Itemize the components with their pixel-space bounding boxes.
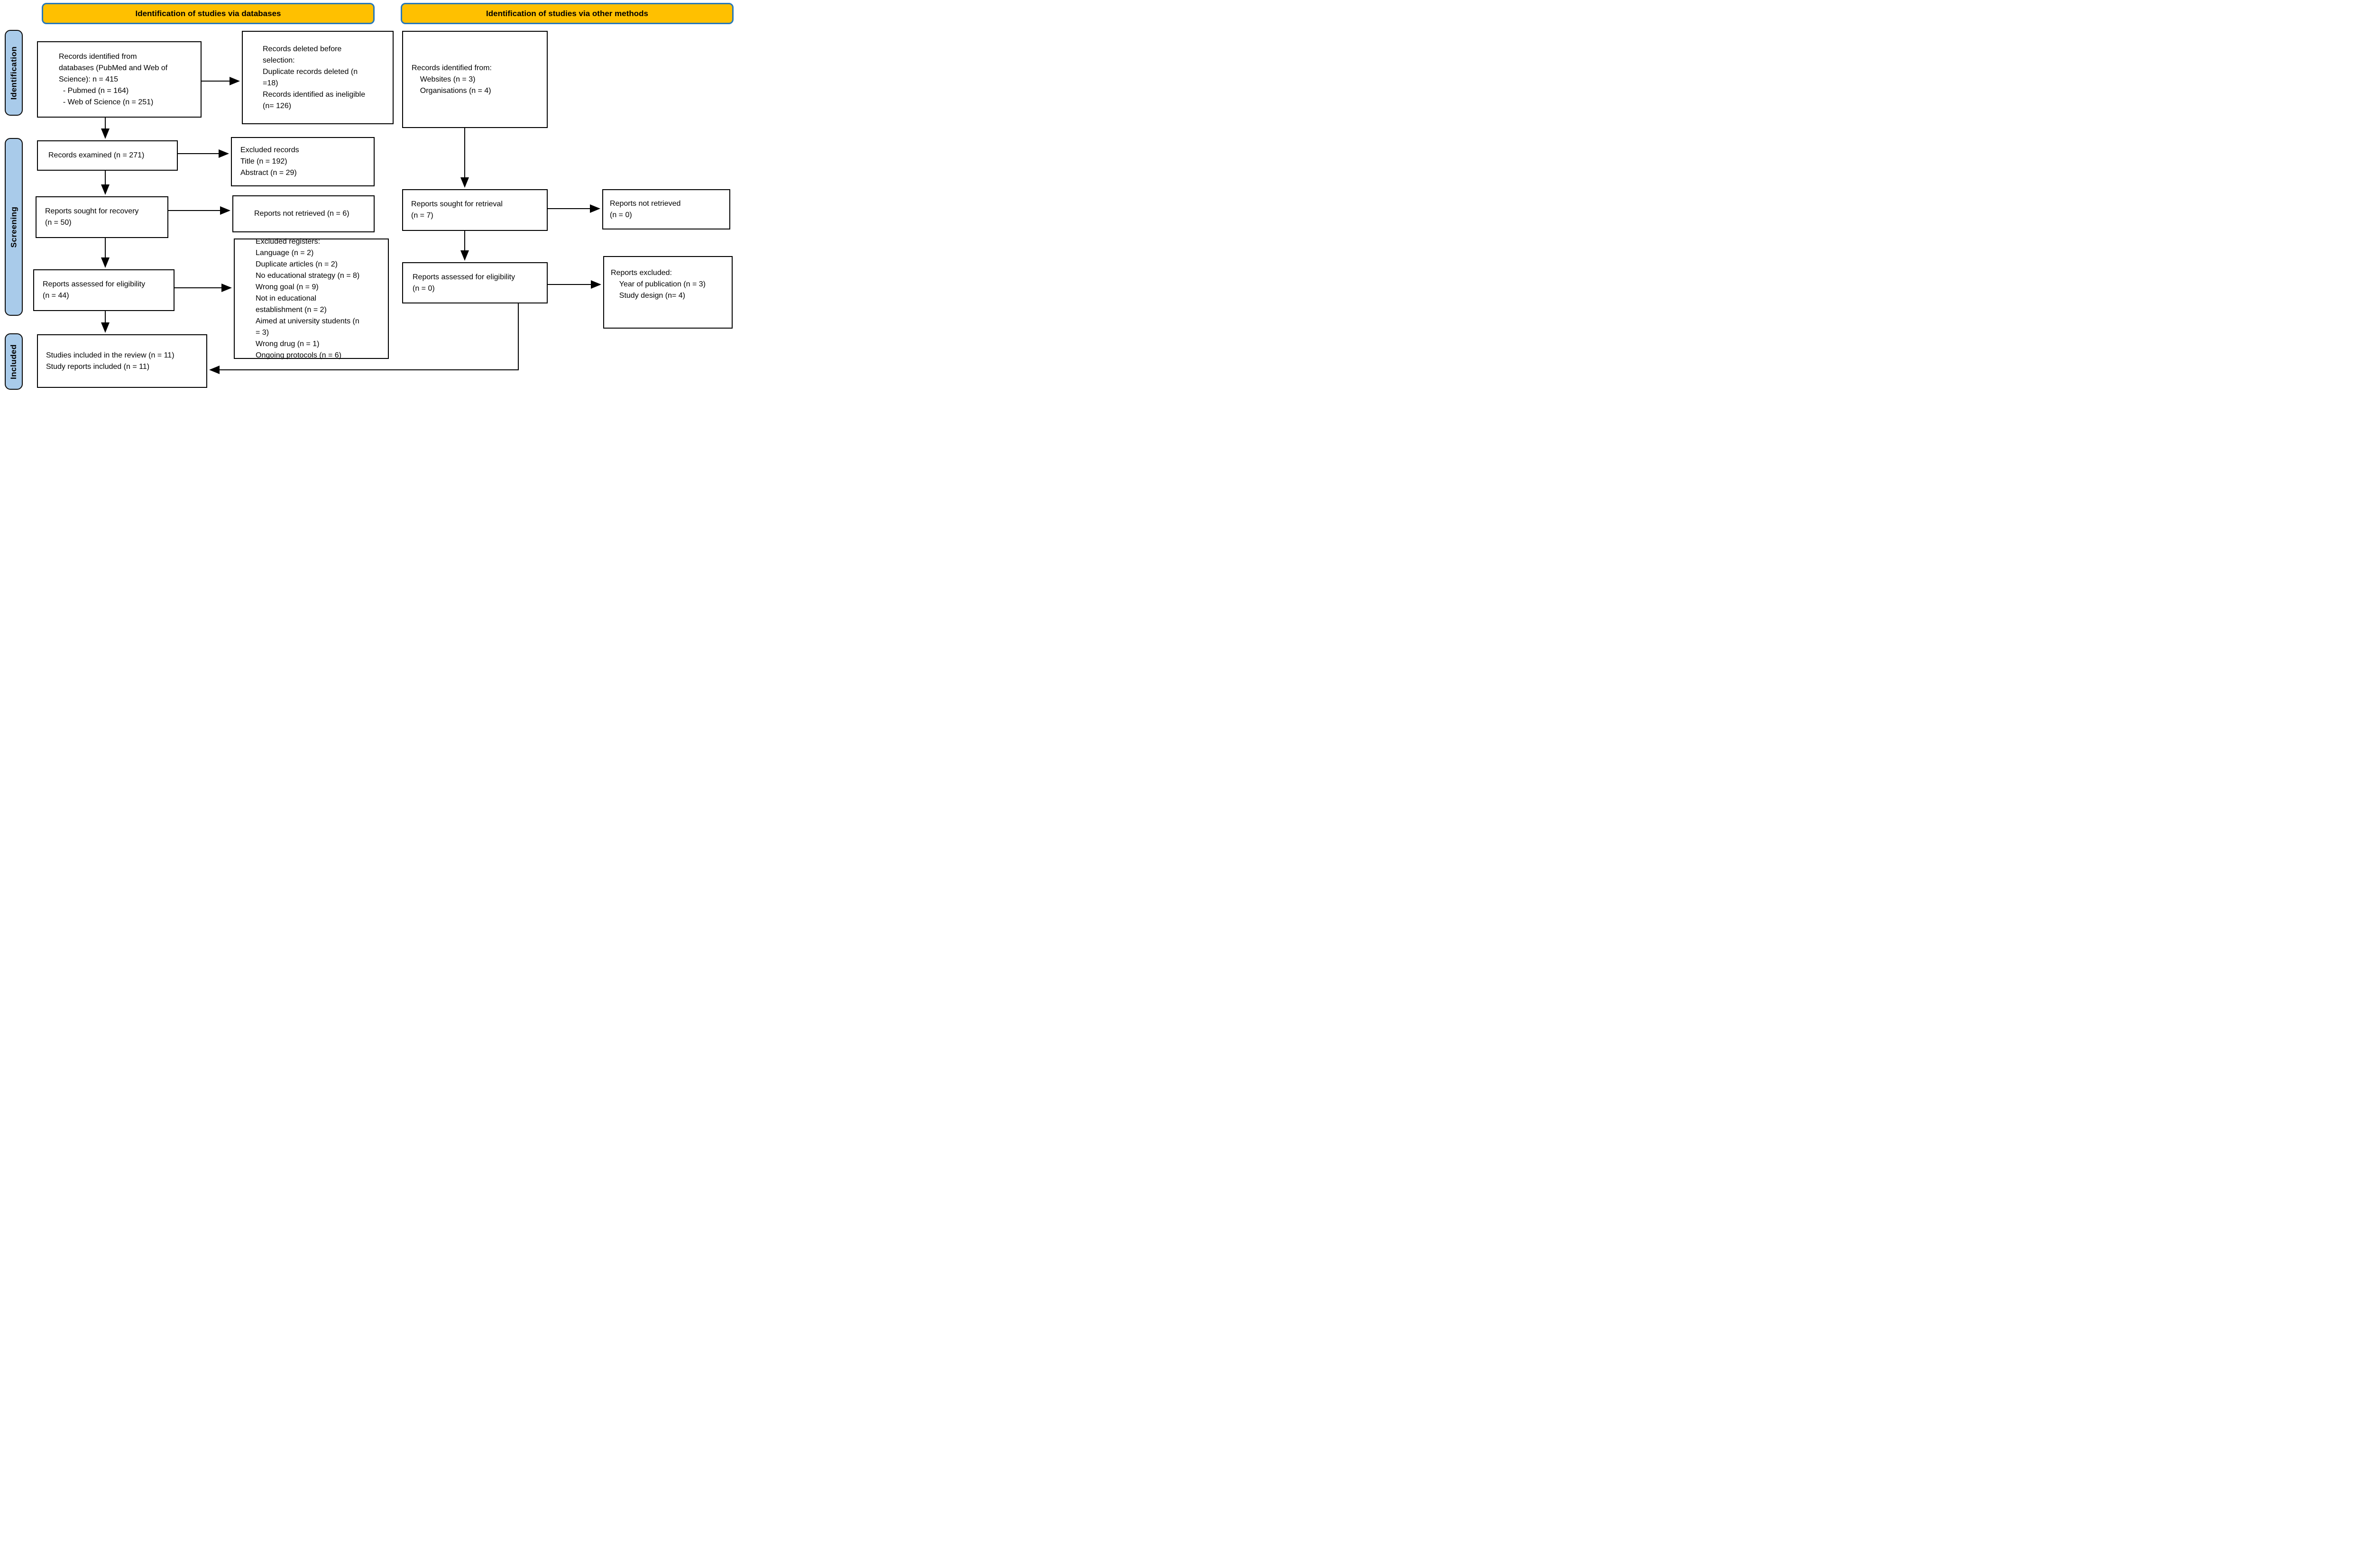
- box-records-deleted-text: Records deleted before selection: Duplic…: [263, 45, 366, 110]
- stage-screening-label: Screening: [9, 206, 18, 248]
- box-reports-not-retrieved-other-text: Reports not retrieved (n = 0): [610, 199, 681, 219]
- stage-included: Included: [5, 333, 23, 390]
- box-reports-excluded-text: Reports excluded: Year of publication (n…: [611, 269, 706, 300]
- box-records-deleted-before-selection: Records deleted before selection: Duplic…: [242, 31, 394, 124]
- box-records-examined-text: Records examined (n = 271): [48, 151, 145, 159]
- header-identification-via-databases: Identification of studies via databases: [42, 3, 375, 24]
- box-reports-sought-retrieval: Reports sought for retrieval (n = 7): [402, 189, 548, 231]
- stage-included-label: Included: [9, 344, 18, 379]
- box-reports-not-retrieved-other: Reports not retrieved (n = 0): [602, 189, 730, 229]
- header-identification-via-other-methods: Identification of studies via other meth…: [401, 3, 734, 24]
- header-databases-label: Identification of studies via databases: [135, 9, 281, 18]
- box-reports-sought-retrieval-text: Reports sought for retrieval (n = 7): [411, 200, 503, 220]
- stage-identification: Identification: [5, 30, 23, 116]
- box-reports-assessed-databases-text: Reports assessed for eligibility (n = 44…: [43, 280, 146, 300]
- box-excluded-registers: Excluded registers: Language (n = 2) Dup…: [234, 238, 389, 359]
- prisma-flow-diagram: Identification of studies via databases …: [0, 0, 738, 392]
- stage-identification-label: Identification: [9, 46, 18, 100]
- box-excluded-registers-text: Excluded registers: Language (n = 2) Dup…: [256, 238, 360, 359]
- box-records-identified-databases-text: Records identified from databases (PubMe…: [59, 52, 168, 106]
- box-excluded-records-text: Excluded records Title (n = 192) Abstrac…: [240, 146, 299, 177]
- box-reports-sought-recovery: Reports sought for recovery (n = 50): [36, 196, 168, 238]
- box-reports-not-retrieved-databases: Reports not retrieved (n = 6): [232, 195, 375, 232]
- box-studies-included-text: Studies included in the review (n = 11) …: [46, 351, 175, 371]
- box-records-identified-databases: Records identified from databases (PubMe…: [37, 41, 202, 118]
- box-excluded-records: Excluded records Title (n = 192) Abstrac…: [231, 137, 375, 186]
- box-reports-assessed-other: Reports assessed for eligibility (n = 0): [402, 262, 548, 303]
- box-records-examined: Records examined (n = 271): [37, 140, 178, 171]
- box-reports-not-retrieved-databases-text: Reports not retrieved (n = 6): [254, 210, 349, 218]
- box-reports-excluded: Reports excluded: Year of publication (n…: [603, 256, 733, 329]
- box-reports-assessed-databases: Reports assessed for eligibility (n = 44…: [33, 269, 175, 311]
- box-records-identified-other: Records identified from: Websites (n = 3…: [402, 31, 548, 128]
- box-studies-included: Studies included in the review (n = 11) …: [37, 334, 207, 388]
- header-other-methods-label: Identification of studies via other meth…: [486, 9, 648, 18]
- box-records-identified-other-text: Records identified from: Websites (n = 3…: [412, 64, 492, 95]
- box-reports-assessed-other-text: Reports assessed for eligibility (n = 0): [413, 273, 515, 293]
- box-reports-sought-recovery-text: Reports sought for recovery (n = 50): [45, 207, 139, 227]
- stage-screening: Screening: [5, 138, 23, 316]
